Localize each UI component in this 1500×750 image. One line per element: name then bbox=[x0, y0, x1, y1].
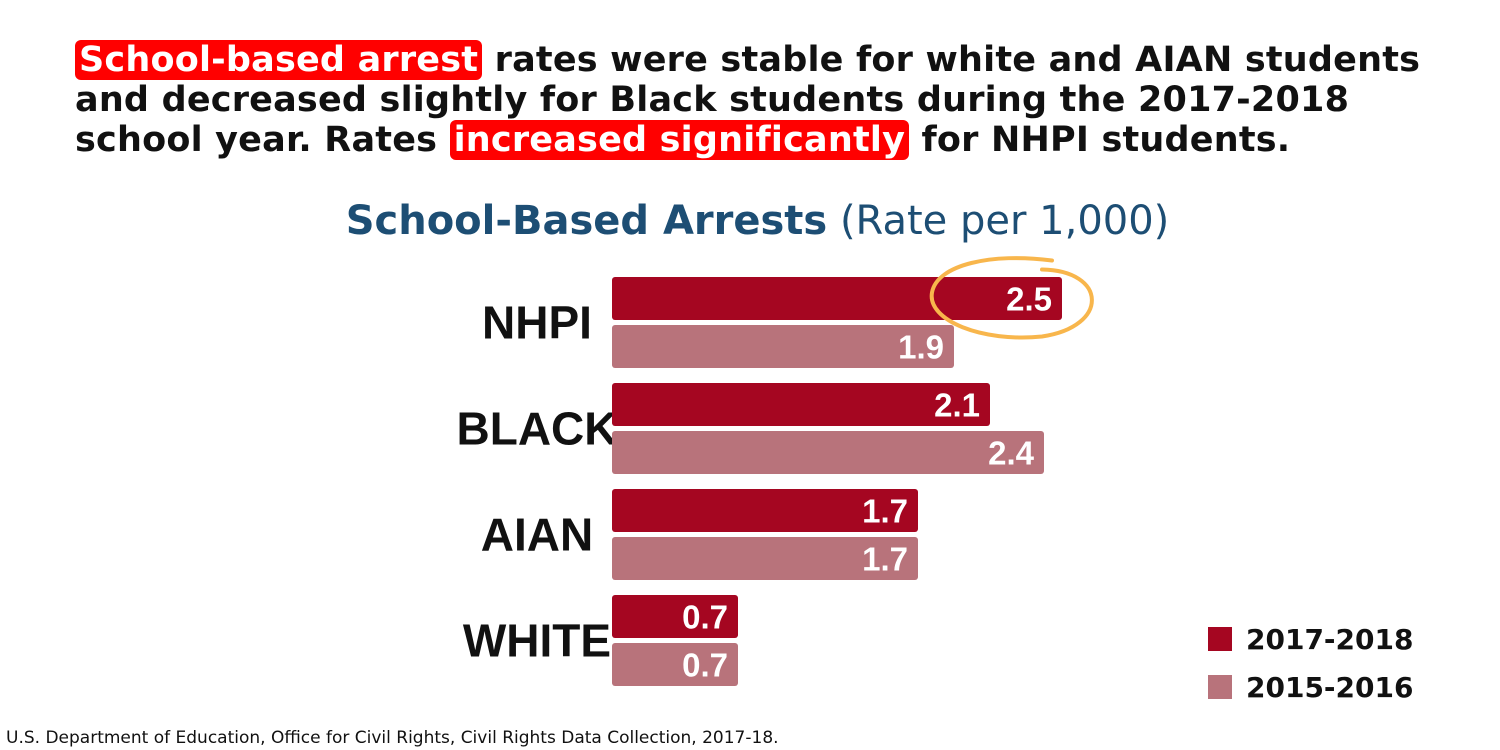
value-label-nhpi-2015-2016: 1.9 bbox=[898, 329, 944, 366]
value-label-aian-2015-2016: 1.7 bbox=[862, 541, 908, 578]
headline-text-2: and decreased slightly for Black student… bbox=[75, 80, 1350, 120]
category-label-aian: AIAN bbox=[481, 509, 593, 561]
chart-title: School-Based Arrests (Rate per 1,000) bbox=[0, 198, 1500, 244]
headline: School-based arrest rates were stable fo… bbox=[75, 40, 1435, 160]
legend-label-2015-2016: 2015-2016 bbox=[1246, 670, 1414, 704]
bar-nhpi-2015-2016 bbox=[612, 325, 954, 368]
value-label-black-2017-2018: 2.1 bbox=[934, 387, 980, 424]
headline-highlight-increase: increased significantly bbox=[449, 120, 910, 160]
headline-text-4: for NHPI students. bbox=[909, 120, 1291, 160]
legend-item-2015-2016: 2015-2016 bbox=[1208, 663, 1413, 711]
source-note: U.S. Department of Education, Office for… bbox=[6, 728, 779, 748]
headline-text-1: rates were stable for white and AIAN stu… bbox=[482, 40, 1421, 80]
value-label-black-2015-2016: 2.4 bbox=[988, 435, 1035, 472]
headline-highlight-arrest: School-based arrest bbox=[75, 40, 483, 80]
legend-label-2017-2018: 2017-2018 bbox=[1246, 622, 1414, 656]
bar-black-2015-2016 bbox=[612, 431, 1044, 474]
category-label-nhpi: NHPI bbox=[482, 297, 592, 349]
legend-swatch-2017-2018 bbox=[1208, 627, 1232, 651]
legend-swatch-2015-2016 bbox=[1208, 675, 1232, 699]
chart-title-main: School-Based Arrests bbox=[345, 198, 828, 244]
value-label-white-2017-2018: 0.7 bbox=[682, 599, 728, 636]
bar-nhpi-2017-2018 bbox=[612, 277, 1062, 320]
legend-item-2017-2018: 2017-2018 bbox=[1208, 615, 1413, 663]
category-label-black: BLACK bbox=[457, 403, 618, 455]
value-label-nhpi-2017-2018: 2.5 bbox=[1006, 281, 1052, 318]
headline-line-1: School-based arrest rates were stable fo… bbox=[75, 40, 1435, 80]
headline-line-3: school year. Rates increased significant… bbox=[75, 120, 1435, 160]
bar-aian-2015-2016 bbox=[612, 537, 918, 580]
bar-white-2017-2018 bbox=[612, 595, 738, 638]
headline-text-3: school year. Rates bbox=[75, 120, 450, 160]
legend: 2017-2018 2015-2016 bbox=[1208, 615, 1413, 711]
value-label-aian-2017-2018: 1.7 bbox=[862, 493, 908, 530]
highlight-circle-annotation bbox=[929, 256, 1094, 340]
headline-line-2: and decreased slightly for Black student… bbox=[75, 80, 1435, 120]
value-label-white-2015-2016: 0.7 bbox=[682, 647, 728, 684]
category-label-white: WHITE bbox=[463, 615, 611, 667]
bar-aian-2017-2018 bbox=[612, 489, 918, 532]
bar-white-2015-2016 bbox=[612, 643, 738, 686]
chart-title-unit: (Rate per 1,000) bbox=[839, 198, 1170, 244]
bar-black-2017-2018 bbox=[612, 383, 990, 426]
